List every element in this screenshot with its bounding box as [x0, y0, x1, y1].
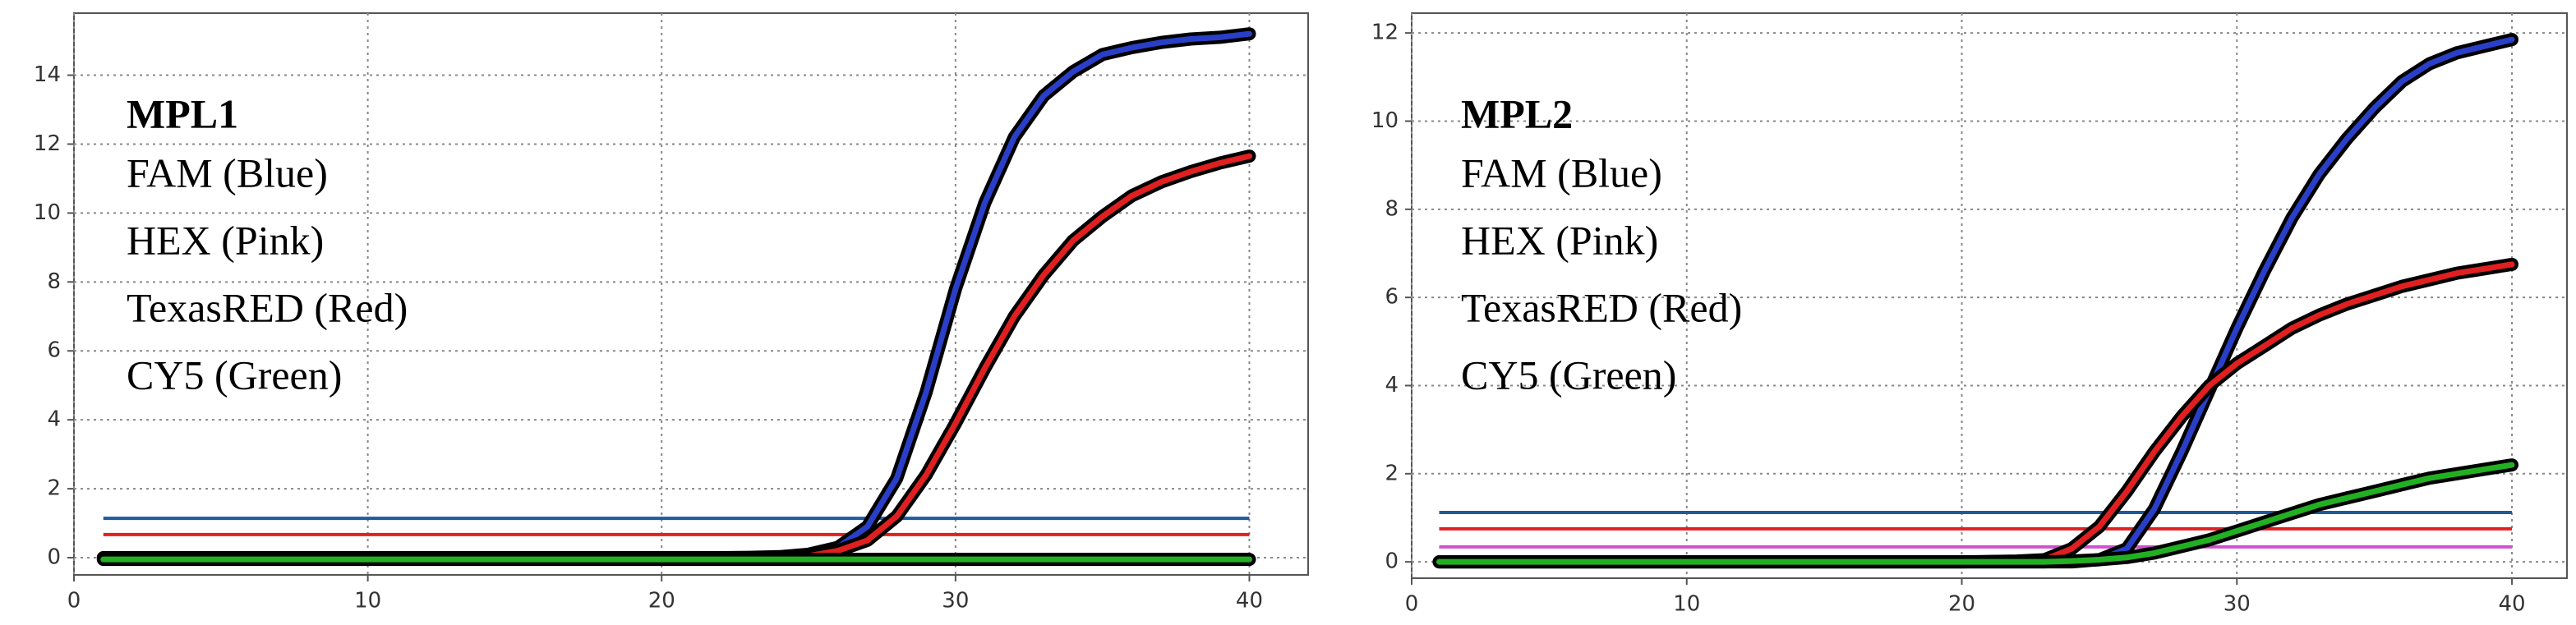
series-line — [1436, 462, 2515, 565]
y-tick-label: 10 — [1371, 108, 1399, 133]
y-tick-label: 12 — [1371, 21, 1399, 45]
y-tick-label: 8 — [1385, 196, 1399, 221]
y-tick-label: 10 — [34, 200, 61, 225]
y-tick-label: 12 — [34, 131, 61, 156]
y-tick-label: 4 — [47, 407, 61, 432]
x-tick-label: 20 — [1948, 592, 1975, 617]
x-tick-label: 30 — [2223, 592, 2251, 617]
plot-area — [73, 12, 1309, 576]
y-tick-label: 14 — [34, 62, 61, 87]
x-tick-label: 10 — [1673, 592, 1700, 617]
x-tick-label: 30 — [942, 589, 969, 614]
label-line: FAM (Blue) — [1461, 149, 1662, 195]
label-line: CY5 (Green) — [127, 352, 342, 398]
label-line: HEX (Pink) — [127, 217, 324, 263]
label-line: TexasRED (Red) — [127, 284, 408, 330]
x-tick-label: 0 — [67, 589, 81, 614]
y-tick-label: 2 — [1385, 461, 1399, 485]
label-line: CY5 (Green) — [1461, 352, 1676, 398]
label-line: HEX (Pink) — [1461, 217, 1658, 263]
y-tick-label: 6 — [47, 338, 61, 363]
plot: 0 2 4 6 8 10 12 14 0 10 20 30 40 MPL1 FAM (Blue) HEX (P… — [34, 12, 1309, 614]
label-line: TexasRED (Red) — [1461, 284, 1742, 330]
x-tick-label: 10 — [354, 589, 381, 614]
y-tick-label: 0 — [1385, 549, 1399, 574]
x-tick-label: 0 — [1405, 592, 1419, 617]
label-title: MPL2 — [1461, 90, 1573, 136]
y-tick-label: 6 — [1385, 285, 1399, 310]
x-tick-label: 40 — [2499, 592, 2526, 617]
y-tick-label: 2 — [47, 476, 61, 501]
label-title: MPL1 — [127, 90, 238, 136]
y-tick-label: 8 — [47, 269, 61, 294]
plot: 0 2 4 6 8 10 12 0 10 20 30 40 MPL2 FAM (Blue) HEX (Pin… — [1371, 12, 2568, 617]
x-tick-label: 40 — [1236, 589, 1263, 614]
y-tick-label: 4 — [1385, 373, 1399, 398]
x-tick-label: 20 — [648, 589, 675, 614]
y-tick-label: 0 — [47, 545, 61, 570]
label-line: FAM (Blue) — [127, 149, 328, 195]
